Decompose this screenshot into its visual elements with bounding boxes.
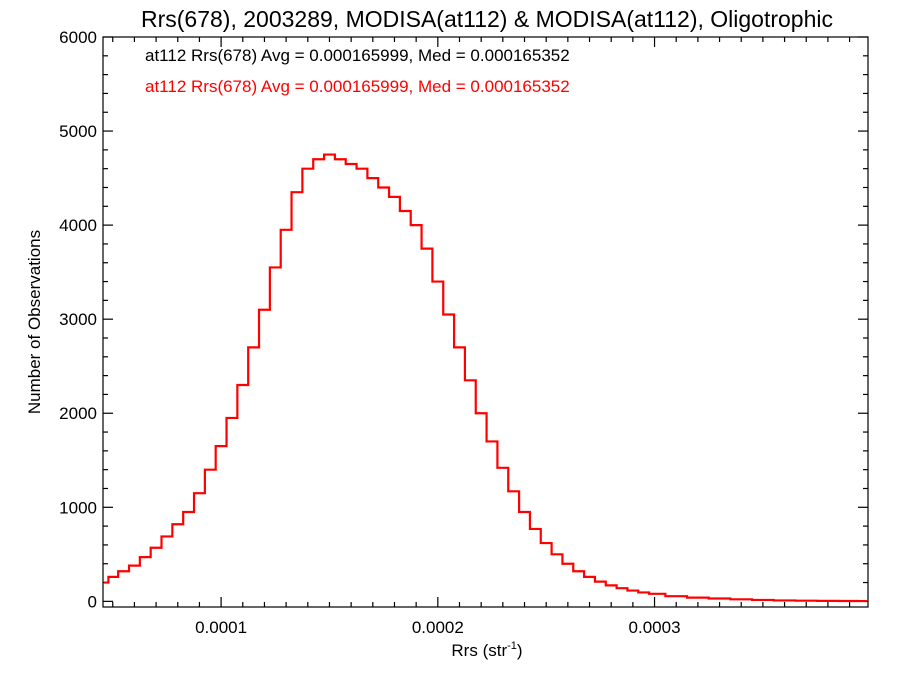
y-axis-label: Number of Observations (25, 230, 44, 414)
plot-frame (102, 36, 869, 608)
histogram-series-line (104, 153, 867, 603)
y-tick-label: 0 (88, 592, 97, 611)
x-axis-label-sup: -1 (507, 640, 517, 652)
annotation-red: at112 Rrs(678) Avg = 0.000165999, Med = … (145, 77, 570, 96)
y-tick-label: 2000 (59, 404, 97, 423)
y-tick-label: 3000 (59, 310, 97, 329)
y-tick-label: 5000 (59, 122, 97, 141)
x-tick-label: 0.0001 (195, 618, 247, 637)
chart-title: Rrs(678), 2003289, MODISA(at112) & MODIS… (141, 6, 833, 32)
x-axis-label-main: Rrs (str (451, 641, 507, 660)
axis-ticks: 0 1000 2000 3000 4000 5000 6000 0.0001 0.0002 0.0… (59, 28, 868, 637)
x-tick-label: 0.0002 (412, 618, 464, 637)
x-axis-label-end: ) (517, 641, 523, 660)
y-tick-label: 6000 (59, 28, 97, 47)
y-tick-label: 4000 (59, 216, 97, 235)
annotation-black: at112 Rrs(678) Avg = 0.000165999, Med = … (145, 46, 570, 65)
y-tick-label: 1000 (59, 498, 97, 517)
x-axis-label: Rrs (str-1) (451, 640, 522, 660)
x-tick-label: 0.0003 (629, 618, 681, 637)
